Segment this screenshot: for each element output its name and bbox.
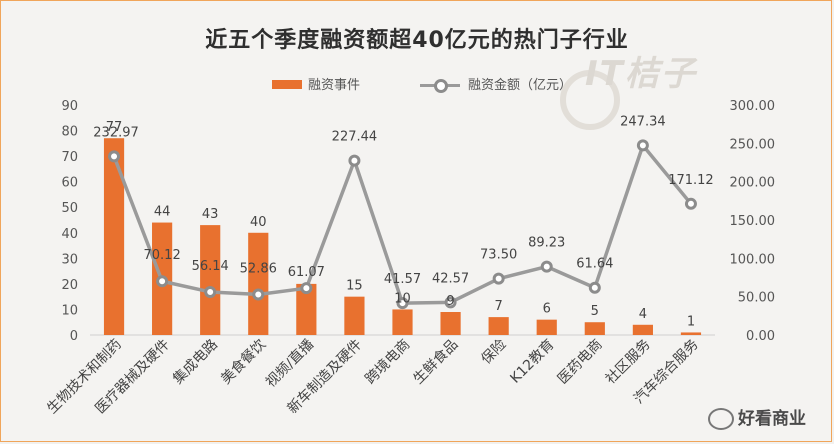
line-data-label: 61.07 bbox=[288, 265, 325, 280]
line-data-label: 247.34 bbox=[620, 114, 666, 129]
left-tick-label: 90 bbox=[61, 99, 78, 114]
bar bbox=[248, 232, 269, 335]
line-point bbox=[540, 260, 553, 273]
watermark-text: 好看商业 bbox=[738, 409, 806, 429]
bar-data-label: 6 bbox=[543, 302, 551, 317]
bar-data-label: 10 bbox=[394, 291, 411, 306]
line-point bbox=[588, 281, 601, 294]
category-label: 美食餐饮 bbox=[217, 336, 269, 388]
line-point bbox=[300, 282, 313, 295]
line-point bbox=[684, 197, 697, 210]
category-label: 保险 bbox=[478, 337, 509, 368]
category-label: 医药电商 bbox=[555, 337, 606, 388]
bar bbox=[344, 296, 365, 335]
legend-marker-icon bbox=[434, 79, 448, 93]
bar bbox=[440, 312, 461, 335]
right-tick-label: 300.00 bbox=[730, 99, 776, 114]
left-tick-label: 40 bbox=[61, 227, 78, 242]
bar-data-label: 5 bbox=[591, 304, 599, 319]
logo-circle-decoration bbox=[560, 70, 620, 130]
bar bbox=[103, 138, 125, 335]
right-tick-label: 250.00 bbox=[730, 137, 776, 152]
bar bbox=[680, 332, 702, 335]
left-tick-label: 50 bbox=[61, 201, 78, 216]
bar-data-label: 40 bbox=[250, 215, 267, 230]
category-label: K12教育 bbox=[507, 337, 557, 387]
bar bbox=[488, 317, 509, 335]
left-tick-label: 80 bbox=[61, 125, 78, 140]
bar bbox=[632, 324, 653, 335]
bar-data-label: 15 bbox=[346, 279, 363, 294]
wechat-icon bbox=[708, 408, 734, 430]
line-point bbox=[636, 139, 649, 152]
legend-bar-swatch bbox=[272, 80, 302, 89]
right-tick-label: 50.00 bbox=[738, 291, 775, 306]
itjuzi-logo: IT桔子 bbox=[585, 54, 697, 94]
left-tick-label: 10 bbox=[61, 303, 78, 318]
chart-title: 近五个季度融资额超40亿元的热门子行业 bbox=[205, 28, 629, 53]
category-label: 跨境电商 bbox=[362, 337, 413, 388]
left-tick-label: 20 bbox=[61, 278, 78, 293]
right-tick-label: 100.00 bbox=[730, 252, 776, 267]
line-data-label: 70.12 bbox=[144, 248, 181, 263]
bar-data-label: 4 bbox=[639, 307, 647, 322]
bar bbox=[536, 319, 557, 335]
line-data-label: 73.50 bbox=[480, 248, 517, 263]
line-point bbox=[156, 275, 169, 288]
bar-data-label: 1 bbox=[687, 314, 695, 329]
bar bbox=[584, 322, 605, 335]
line-data-label: 42.57 bbox=[432, 271, 469, 286]
line-data-label: 89.23 bbox=[528, 236, 565, 251]
line-point bbox=[492, 272, 505, 285]
bar bbox=[392, 309, 413, 335]
left-tick-label: 60 bbox=[61, 176, 78, 191]
bar bbox=[200, 225, 221, 335]
line-point bbox=[252, 288, 265, 301]
right-tick-label: 0.00 bbox=[746, 329, 775, 344]
category-label: 集成电路 bbox=[169, 336, 221, 388]
line-point bbox=[204, 285, 217, 298]
line-data-label: 61.64 bbox=[576, 257, 613, 272]
bar-data-label: 43 bbox=[202, 207, 219, 222]
line-point bbox=[348, 154, 361, 167]
right-tick-label: 200.00 bbox=[730, 176, 776, 191]
category-label: 生鲜食品 bbox=[410, 336, 462, 388]
left-tick-label: 30 bbox=[61, 252, 78, 267]
bar-data-label: 9 bbox=[446, 294, 454, 309]
line-data-label: 56.14 bbox=[192, 259, 229, 274]
line-point bbox=[108, 150, 121, 163]
bar-data-label: 44 bbox=[154, 205, 171, 220]
left-tick-label: 0 bbox=[70, 329, 78, 344]
left-tick-label: 70 bbox=[61, 150, 78, 165]
line-point bbox=[396, 297, 409, 310]
line-data-label: 52.86 bbox=[240, 261, 277, 276]
bar-data-label: 7 bbox=[495, 299, 503, 314]
bar-data-label: 77 bbox=[106, 120, 123, 135]
watermark: 好看商业 bbox=[708, 404, 806, 430]
line-data-label: 171.12 bbox=[668, 173, 714, 188]
legend-bar-label: 融资事件 bbox=[308, 78, 361, 93]
line-data-label: 41.57 bbox=[384, 272, 421, 287]
legend-line-label: 融资金额（亿元） bbox=[468, 78, 573, 93]
line-point bbox=[444, 296, 457, 309]
line-data-label: 227.44 bbox=[332, 130, 378, 145]
bar bbox=[296, 283, 317, 335]
right-tick-label: 150.00 bbox=[730, 214, 776, 229]
line-data-label: 232.97 bbox=[93, 125, 139, 140]
